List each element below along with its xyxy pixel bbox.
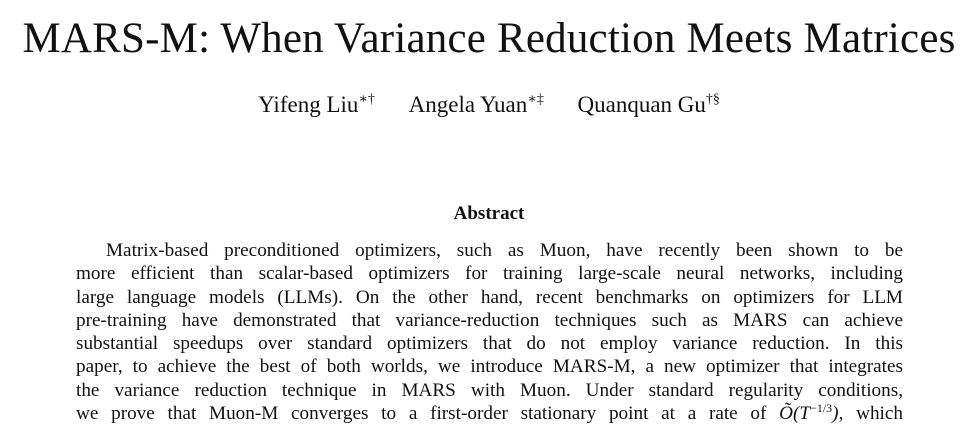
rate-formula: Õ(T−1/3): [779, 401, 839, 425]
abstract-text: , which: [838, 403, 903, 425]
author: Yifeng Liu∗†: [258, 90, 375, 120]
author-name: Yifeng Liu: [258, 92, 359, 117]
abstract-line: pre-training have demonstrated that vari…: [76, 309, 903, 331]
affiliation-marks: ∗‡: [527, 92, 544, 107]
abstract-line: more efficient than scalar-based optimiz…: [76, 263, 903, 285]
author-list: Yifeng Liu∗† Angela Yuan∗‡ Quanquan Gu†§: [0, 90, 978, 120]
author-name: Quanquan Gu: [577, 92, 706, 117]
author: Angela Yuan∗‡: [409, 90, 544, 120]
abstract-text: we prove that Muon-M converges to a firs…: [76, 403, 780, 425]
abstract-heading: Abstract: [453, 203, 525, 224]
rate-formula-exponent: −1/3: [810, 401, 833, 416]
abstract-line: substantial speedups over standard optim…: [76, 333, 903, 355]
abstract-line-with-math: we prove that Muon-M converges to a firs…: [76, 402, 903, 425]
abstract-body: Matrix-based preconditioned optimizers, …: [76, 239, 903, 425]
rate-formula-base: Õ(T: [779, 403, 811, 425]
author: Quanquan Gu†§: [578, 90, 720, 120]
abstract-line: large language models (LLMs). On the oth…: [76, 286, 903, 308]
affiliation-marks: ∗†: [358, 92, 375, 107]
abstract-line: the variance reduction technique in MARS…: [76, 379, 903, 401]
rate-formula-close: ): [832, 403, 839, 425]
abstract-line: paper, to achieve the best of both world…: [76, 356, 903, 378]
abstract-line: Matrix-based preconditioned optimizers, …: [106, 240, 903, 261]
affiliation-marks: †§: [705, 92, 720, 107]
paper-title: MARS-M: When Variance Reduction Meets Ma…: [22, 15, 956, 62]
author-name: Angela Yuan: [408, 92, 528, 117]
